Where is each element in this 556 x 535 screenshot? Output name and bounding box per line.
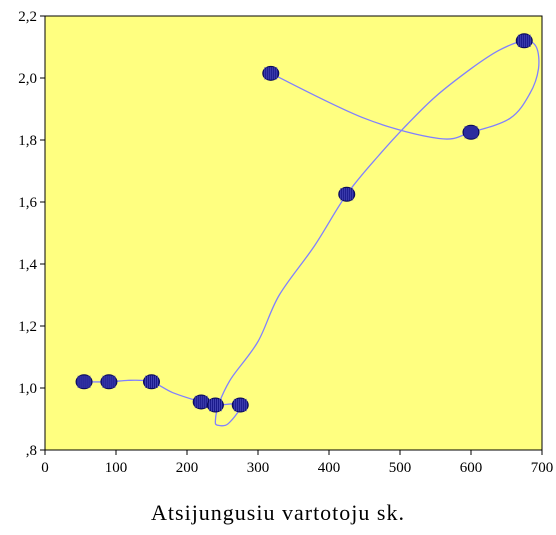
plot-area	[44, 15, 543, 451]
data-point	[143, 374, 160, 390]
x-tick-label: 100	[105, 460, 128, 476]
y-tick-label: 2,2	[18, 9, 37, 25]
chart: 0 100 200 300 400 500 600 700 ,8 1,0 1,2 1,4 1,6 1,8 2…	[18, 9, 553, 476]
data-point	[100, 374, 118, 390]
x-tick-label: 700	[531, 460, 554, 476]
y-tick-label: ,8	[26, 443, 37, 459]
y-tick-label: 1,8	[18, 133, 37, 149]
x-tick-label: 600	[460, 460, 483, 476]
axes-group: 0 100 200 300 400 500 600 700 ,8 1,0 1,2 1,4 1,6 1,8 2…	[18, 9, 553, 476]
x-tick-label: 400	[318, 460, 341, 476]
x-tick-label: 300	[247, 460, 270, 476]
x-tick-label: 200	[176, 460, 199, 476]
data-point	[206, 397, 224, 413]
y-tick-label: 1,0	[18, 381, 37, 397]
data-point	[75, 374, 93, 390]
x-tick-label: 500	[389, 460, 412, 476]
data-point	[515, 33, 533, 49]
data-point	[231, 397, 249, 413]
x-tick-label: 0	[41, 460, 49, 476]
y-tick-label: 1,6	[18, 195, 37, 211]
y-tick-label: 2,0	[18, 71, 37, 87]
data-point	[338, 186, 356, 202]
y-tick-label: 1,2	[18, 319, 37, 335]
y-tick-label: 1,4	[18, 257, 37, 273]
data-point	[462, 124, 480, 140]
data-point	[262, 65, 280, 81]
x-axis-label: Atsijungusiu vartotoju sk.	[151, 500, 405, 525]
data-point	[192, 394, 210, 410]
series-group	[75, 33, 540, 427]
